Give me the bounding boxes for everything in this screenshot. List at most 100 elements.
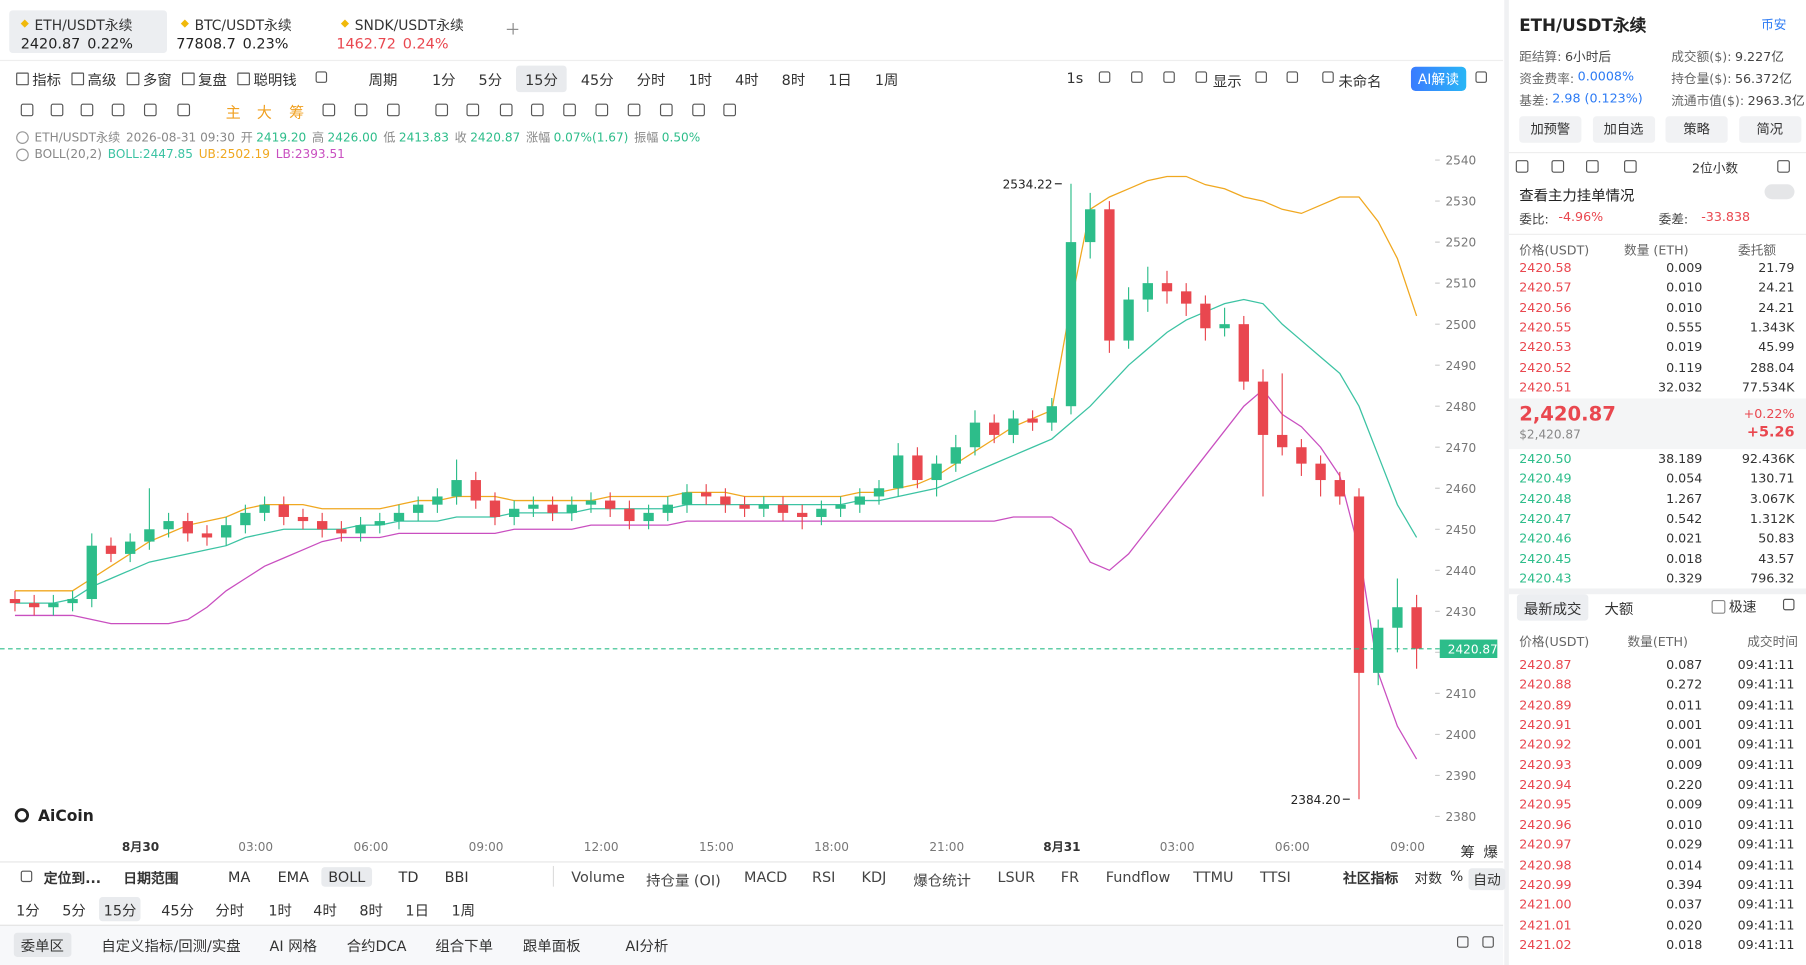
panel-button[interactable]: 策略: [1665, 116, 1728, 143]
sub-indicator[interactable]: Fundflow: [1105, 868, 1171, 886]
period-button[interactable]: 1分: [431, 71, 456, 89]
sub-indicator[interactable]: MACD: [744, 868, 788, 886]
icon[interactable]: [20, 103, 34, 117]
icon[interactable]: [322, 103, 336, 117]
icon[interactable]: [1782, 598, 1795, 611]
period-button[interactable]: 15分: [515, 65, 568, 93]
footer-tab[interactable]: 跟单面板: [522, 937, 581, 955]
icon[interactable]: [627, 103, 641, 117]
icon[interactable]: [1457, 936, 1469, 948]
drawing-tool[interactable]: 筹: [289, 104, 305, 123]
icon[interactable]: [1286, 71, 1299, 83]
period-shortcut[interactable]: 分时: [215, 901, 245, 919]
main-indicator[interactable]: EMA: [277, 868, 309, 886]
scale-button[interactable]: 自动: [1468, 868, 1506, 891]
icon[interactable]: [563, 103, 576, 117]
sub-indicator[interactable]: TTSI: [1260, 868, 1291, 886]
icon[interactable]: [387, 103, 400, 117]
main-indicator[interactable]: TD: [398, 868, 419, 886]
icon[interactable]: [1777, 160, 1790, 173]
drawing-tool[interactable]: 大: [256, 104, 272, 123]
period-shortcut[interactable]: 8时: [359, 901, 383, 919]
icon[interactable]: [1163, 71, 1175, 83]
icon[interactable]: [723, 103, 736, 117]
axis-side-button[interactable]: 爆: [1483, 842, 1498, 861]
main-indicator[interactable]: BBI: [444, 868, 469, 886]
add-tab[interactable]: [506, 23, 519, 35]
scale-button[interactable]: %: [1450, 868, 1464, 885]
icon[interactable]: [1255, 71, 1267, 83]
trade-tab[interactable]: 最新成交: [1516, 594, 1589, 621]
icon[interactable]: [1098, 71, 1111, 83]
period-shortcut[interactable]: 1周: [451, 901, 476, 919]
icon[interactable]: [50, 103, 64, 117]
period-button[interactable]: 分时: [636, 71, 666, 89]
period-button[interactable]: 45分: [580, 71, 614, 89]
decimals-select[interactable]: 2位小数: [1691, 161, 1739, 177]
period-button[interactable]: 1日: [828, 71, 852, 89]
icon[interactable]: [530, 103, 544, 117]
icon[interactable]: [1475, 71, 1487, 83]
icon[interactable]: [595, 103, 609, 117]
symbol-tab[interactable]: BTC/USDT永续 77808.7 0.23%: [169, 10, 327, 53]
depth-link[interactable]: 查看主力挂单情况: [1519, 186, 1635, 204]
period-button[interactable]: 周期: [368, 71, 398, 89]
tool-button[interactable]: 聪明钱: [237, 68, 297, 90]
main-indicator[interactable]: BOLL: [321, 867, 373, 887]
icon[interactable]: [1322, 71, 1334, 83]
footer-tab[interactable]: AI分析: [625, 937, 669, 955]
footer-tab[interactable]: 自定义指标/回测/实盘: [101, 937, 241, 955]
toolbar-right[interactable]: 1s: [1066, 69, 1084, 87]
sub-indicator[interactable]: KDJ: [861, 868, 887, 886]
icon[interactable]: [1551, 160, 1565, 173]
icon[interactable]: [435, 103, 449, 117]
sub-indicator[interactable]: Volume: [571, 868, 625, 886]
trade-tab[interactable]: 大额: [1604, 599, 1634, 618]
toolbar-right[interactable]: 未命名: [1338, 72, 1382, 90]
ai-button[interactable]: AI解读: [1410, 66, 1466, 91]
tool-button[interactable]: 复盘: [182, 68, 227, 90]
icon[interactable]: [80, 103, 94, 117]
tool-button[interactable]: 高级: [71, 68, 116, 90]
panel-button[interactable]: 加自选: [1592, 116, 1655, 143]
symbol-tab[interactable]: ETH/USDT永续 2420.87 0.22%: [9, 10, 168, 53]
panel-button[interactable]: 简况: [1738, 116, 1801, 143]
footer-tab[interactable]: AI 网格: [269, 937, 317, 955]
icon[interactable]: [177, 103, 191, 117]
period-shortcut[interactable]: 1时: [268, 901, 292, 919]
icon[interactable]: [1482, 936, 1494, 948]
main-indicator[interactable]: MA: [228, 868, 251, 886]
icon[interactable]: [20, 870, 33, 883]
range-button[interactable]: 日期范围: [123, 870, 179, 887]
footer-tab[interactable]: 委单区: [13, 932, 71, 957]
period-button[interactable]: 8时: [781, 71, 806, 89]
icon[interactable]: [466, 103, 480, 117]
tool-button[interactable]: 指标: [16, 68, 61, 90]
checkbox[interactable]: [1711, 599, 1726, 614]
sub-indicator[interactable]: FR: [1060, 868, 1080, 886]
icon[interactable]: [1624, 160, 1637, 173]
icon[interactable]: [499, 103, 513, 117]
panel-button[interactable]: 加预警: [1519, 116, 1582, 143]
icon[interactable]: [1131, 71, 1143, 83]
sub-indicator[interactable]: LSUR: [997, 868, 1036, 886]
exchange-link[interactable]: 币安: [1761, 17, 1787, 33]
period-shortcut[interactable]: 15分: [99, 897, 141, 922]
icon[interactable]: [1515, 160, 1529, 173]
period-button[interactable]: 1周: [874, 71, 899, 89]
icon[interactable]: [659, 103, 673, 117]
toolbar-right[interactable]: 显示: [1212, 72, 1242, 90]
locate-button[interactable]: 定位到...: [43, 870, 101, 887]
period-shortcut[interactable]: 5分: [62, 901, 86, 919]
icon[interactable]: [315, 71, 328, 83]
period-shortcut[interactable]: 1日: [405, 901, 429, 919]
footer-tab[interactable]: 组合下单: [435, 937, 493, 955]
drawing-tool[interactable]: 主: [225, 104, 241, 123]
icon[interactable]: [354, 103, 368, 117]
sub-indicator[interactable]: RSI: [812, 868, 836, 886]
icon[interactable]: [692, 103, 705, 117]
period-button[interactable]: 1时: [688, 71, 713, 89]
icon[interactable]: [111, 103, 125, 117]
axis-side-button[interactable]: 筹: [1460, 842, 1475, 861]
icon[interactable]: [143, 103, 157, 117]
